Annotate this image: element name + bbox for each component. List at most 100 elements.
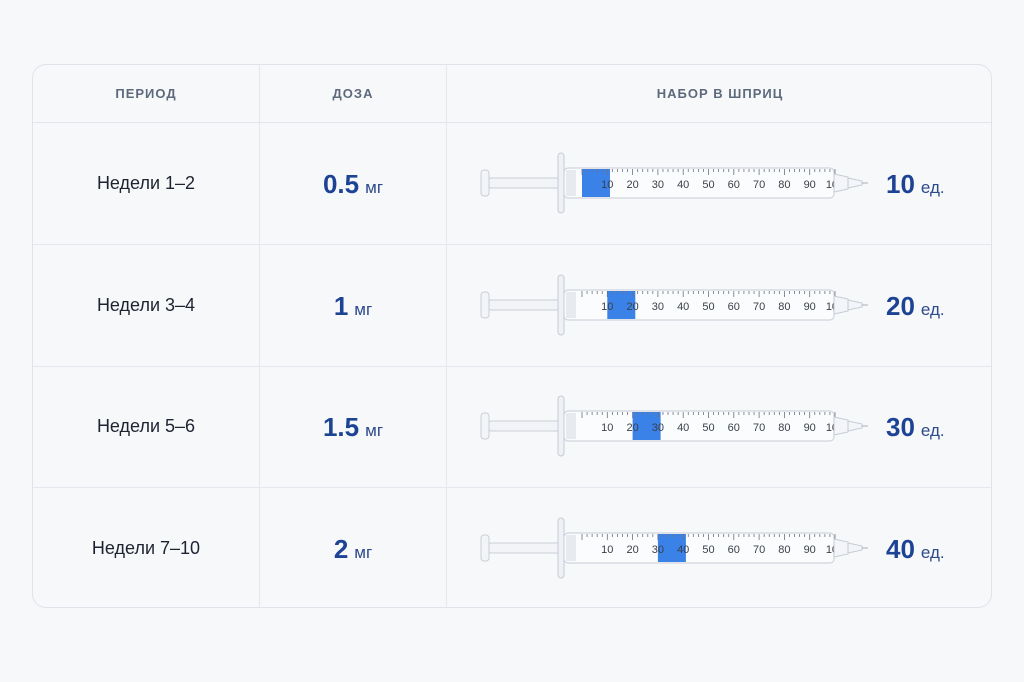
period-cell: Недели 1–2 — [96, 173, 196, 193]
plunger-stopper — [566, 170, 576, 196]
syringe-tip — [847, 420, 863, 432]
scale-label: 20 — [626, 301, 638, 313]
syringe-tip — [847, 177, 863, 189]
scale-label: 80 — [778, 422, 790, 434]
syringe-flange — [557, 395, 565, 457]
scale-label: 70 — [753, 179, 765, 191]
dose-unit: мг — [354, 299, 373, 319]
scale-label: 90 — [804, 422, 816, 434]
syringe-graphic: 102030405060708090100 — [480, 274, 868, 335]
dose-fill — [657, 533, 686, 562]
plunger-thumb-rest — [480, 169, 490, 197]
plunger-stopper — [566, 291, 576, 318]
dose-cell: 0.5 мг — [260, 123, 446, 244]
scale-label: 60 — [728, 301, 740, 313]
header-period: ПЕРИОД — [115, 86, 177, 101]
dose-fill — [582, 169, 610, 197]
column-divider — [446, 65, 447, 607]
scale-label: 20 — [626, 422, 638, 434]
dose-unit: мг — [365, 421, 384, 440]
scale-label: 40 — [677, 544, 689, 556]
period-cell: Недели 7–10 — [91, 537, 201, 558]
dose-cell: 1.5 мг — [260, 366, 446, 487]
plunger-thumb-rest — [480, 291, 490, 318]
scale-label: 70 — [753, 301, 765, 313]
scale-label: 70 — [753, 544, 765, 556]
header-dose: ДОЗА — [332, 86, 374, 101]
dose-cell: 1 мг — [260, 245, 446, 366]
dose-value: 2 — [333, 533, 349, 564]
scale-label: 30 — [652, 301, 664, 313]
scale-label: 40 — [677, 301, 689, 313]
units-unit: ед. — [920, 178, 945, 197]
column-divider — [259, 65, 260, 607]
scale-label: 20 — [626, 544, 638, 556]
table-row: Недели 3–4 1 мг 102030405060708090100 20… — [33, 245, 991, 367]
scale-label: 90 — [804, 301, 816, 313]
syringe-hub — [833, 537, 849, 558]
dose-fill — [607, 290, 636, 319]
table-row: Недели 5–6 1.5 мг 102030405060708090100 … — [33, 366, 991, 488]
syringe-graphic: 102030405060708090100 — [480, 152, 868, 214]
scale-label: 90 — [804, 179, 816, 191]
units-cell: 20 ед. — [878, 245, 991, 366]
scale-label: 50 — [702, 179, 714, 191]
scale-label: 20 — [626, 179, 638, 191]
units-cell: 40 ед. — [878, 488, 991, 608]
scale-label: 80 — [778, 301, 790, 313]
table-row: Недели 7–10 2 мг 102030405060708090100 4… — [33, 488, 991, 608]
plunger-rod — [488, 542, 562, 553]
units-cell: 10 ед. — [878, 123, 991, 244]
dose-unit: мг — [354, 542, 373, 562]
scale-label: 60 — [728, 544, 740, 556]
units-value: 30 — [886, 412, 915, 442]
scale-label: 30 — [652, 179, 664, 191]
units-cell: 30 ед. — [878, 366, 991, 487]
dose-value: 1.5 — [322, 412, 360, 442]
syringe-graphic: 102030405060708090100 — [480, 517, 868, 578]
scale-label: 80 — [778, 544, 790, 556]
scale-label: 10 — [601, 422, 613, 434]
dose-unit: мг — [365, 178, 384, 197]
dose-fill — [632, 412, 661, 440]
dose-cell: 2 мг — [260, 488, 446, 608]
scale-label: 10 — [601, 179, 613, 191]
scale-label: 30 — [652, 544, 664, 556]
plunger-rod — [488, 420, 562, 432]
plunger-stopper — [566, 413, 576, 439]
dosage-table: ПЕРИОД ДОЗА НАБОР В ШПРИЦ Недели 1–2 0.5… — [32, 64, 992, 608]
period-cell: Недели 3–4 — [96, 294, 196, 315]
units-value: 40 — [886, 533, 915, 564]
plunger-rod — [488, 177, 562, 189]
units-unit: ед. — [920, 299, 945, 319]
plunger-rod — [488, 299, 562, 310]
plunger-thumb-rest — [480, 534, 490, 561]
scale-label: 10 — [601, 544, 613, 556]
period-cell: Недели 5–6 — [96, 416, 196, 436]
syringe-tip — [847, 298, 863, 311]
scale-label: 90 — [804, 544, 816, 556]
scale-label: 40 — [677, 179, 689, 191]
plunger-stopper — [566, 534, 576, 561]
units-unit: ед. — [920, 542, 945, 562]
scale-label: 10 — [601, 301, 613, 313]
scale-label: 50 — [702, 422, 714, 434]
scale-label: 80 — [778, 179, 790, 191]
syringe-flange — [557, 517, 565, 578]
syringe-tip — [847, 541, 863, 554]
units-value: 10 — [886, 169, 915, 199]
table-header: ПЕРИОД ДОЗА НАБОР В ШПРИЦ — [33, 65, 991, 123]
syringe-flange — [557, 274, 565, 335]
syringe-hub — [833, 416, 849, 436]
dose-value: 0.5 — [322, 169, 360, 199]
syringe-graphic: 102030405060708090100 — [480, 395, 868, 457]
scale-label: 60 — [728, 422, 740, 434]
dose-value: 1 — [333, 290, 349, 321]
plunger-thumb-rest — [480, 412, 490, 440]
units-unit: ед. — [920, 421, 945, 440]
syringe-hub — [833, 294, 849, 315]
scale-label: 50 — [702, 544, 714, 556]
table-row: Недели 1–2 0.5 мг 102030405060708090100 … — [33, 123, 991, 245]
syringe-flange — [557, 152, 565, 214]
syringe-hub — [833, 173, 849, 193]
